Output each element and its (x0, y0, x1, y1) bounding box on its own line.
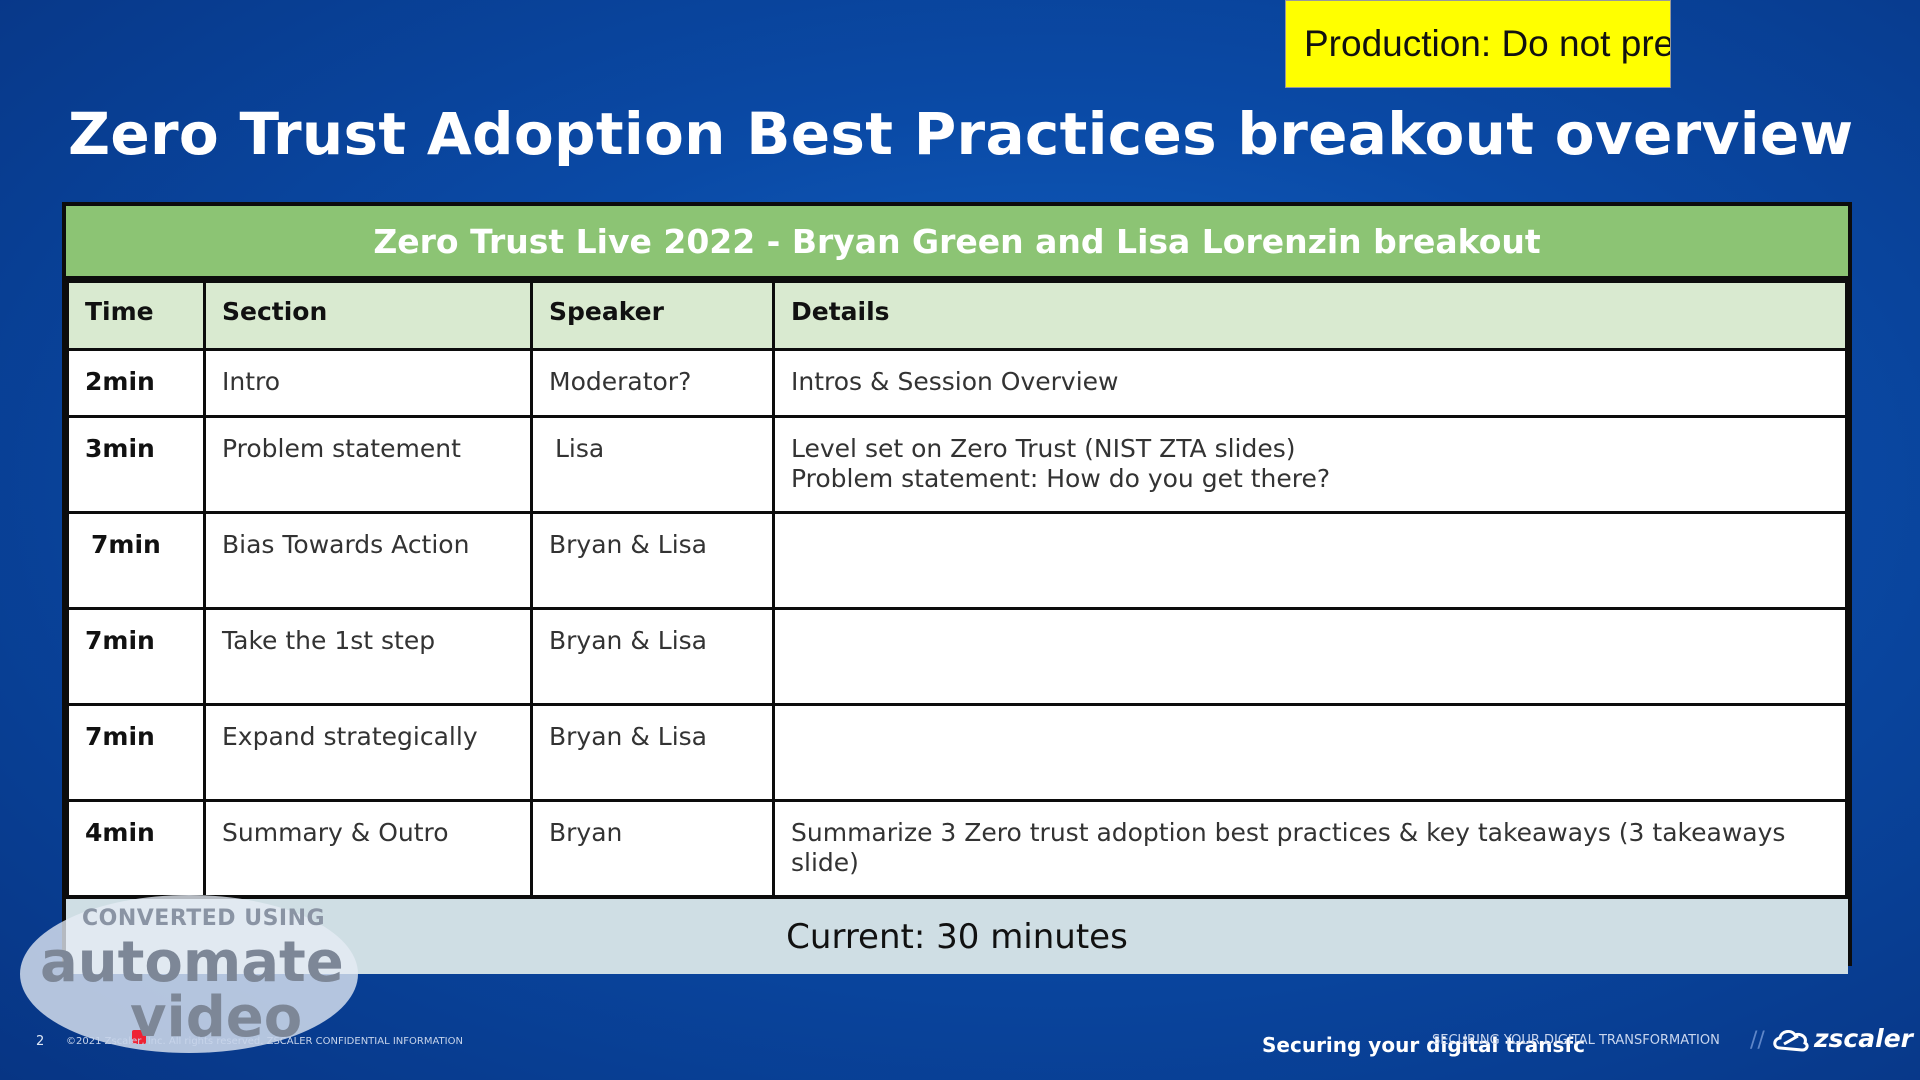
header-row: Time Section Speaker Details (66, 280, 1848, 351)
table-row: 7min Take the 1st step Bryan & Lisa (66, 607, 1848, 706)
watermark-dot (132, 1030, 146, 1044)
table-row: 7min Expand strategically Bryan & Lisa (66, 703, 1848, 802)
time-text: 7min (91, 530, 161, 559)
production-banner: Production: Do not pre (1285, 0, 1671, 88)
details-line: Problem statement: How do you get there? (791, 464, 1331, 493)
cell-time: 4min (66, 799, 206, 898)
cell-speaker: Bryan & Lisa (530, 703, 775, 802)
header-details: Details (772, 280, 1848, 351)
cell-section: Problem statement (203, 415, 533, 514)
cell-speaker: Moderator? (530, 348, 775, 418)
cell-time: 3min (66, 415, 206, 514)
cell-details: Intros & Session Overview (772, 348, 1848, 418)
details-line: Intros & Session Overview (791, 367, 1119, 396)
cell-time: 7min (66, 607, 206, 706)
details-line: Summarize 3 Zero trust adoption best pra… (791, 818, 1786, 877)
cell-section: Intro (203, 348, 533, 418)
cell-section: Summary & Outro (203, 799, 533, 898)
logo-separator: // (1750, 1028, 1765, 1053)
tagline: Securing your digital transfc (1262, 1033, 1585, 1057)
copyright-notice: ©2021 Zscaler, Inc. All rights reserved.… (66, 1036, 463, 1047)
cell-section: Expand strategically (203, 703, 533, 802)
watermark-badge (20, 895, 358, 1053)
cell-details (772, 511, 1848, 610)
agenda-table: Zero Trust Live 2022 - Bryan Green and L… (62, 202, 1852, 974)
watermark-caption: CONVERTED USING (82, 906, 326, 931)
cell-speaker: Bryan & Lisa (530, 607, 775, 706)
cell-details: Level set on Zero Trust (NIST ZTA slides… (772, 415, 1848, 514)
cloud-logo-icon (1773, 1029, 1809, 1052)
cell-speaker: Bryan (530, 799, 775, 898)
cell-speaker: Bryan & Lisa (530, 511, 775, 610)
zscaler-logo: zscaler (1772, 1024, 1913, 1053)
cell-details (772, 703, 1848, 802)
cell-details: Summarize 3 Zero trust adoption best pra… (772, 799, 1848, 898)
table-row: 4min Summary & Outro Bryan Summarize 3 Z… (66, 799, 1848, 898)
cell-speaker: Lisa (530, 415, 775, 514)
watermark-word-automate: automate (40, 930, 344, 995)
header-speaker: Speaker (530, 280, 775, 351)
production-banner-text: Production: Do not pre (1304, 23, 1671, 64)
details-line: Level set on Zero Trust (NIST ZTA slides… (791, 434, 1296, 463)
logo-wordmark: zscaler (1814, 1024, 1913, 1053)
watermark-word-video: video (130, 985, 303, 1050)
total-duration: Current: 30 minutes (66, 898, 1848, 974)
cell-time: 7min (66, 703, 206, 802)
cell-section: Bias Towards Action (203, 511, 533, 610)
cell-time: 2min (66, 348, 206, 418)
table-row: 7min Bias Towards Action Bryan & Lisa (66, 511, 1848, 610)
table-caption: Zero Trust Live 2022 - Bryan Green and L… (66, 206, 1848, 280)
cell-details (772, 607, 1848, 706)
table-row: 2min Intro Moderator? Intros & Session O… (66, 348, 1848, 418)
page-number: 2 (36, 1034, 45, 1049)
header-time: Time (66, 280, 206, 351)
cell-section: Take the 1st step (203, 607, 533, 706)
cell-time: 7min (66, 511, 206, 610)
slide-title: Zero Trust Adoption Best Practices break… (68, 100, 1854, 168)
header-section: Section (203, 280, 533, 351)
table-row: 3min Problem statement Lisa Level set on… (66, 415, 1848, 514)
agenda-grid: Time Section Speaker Details 2min Intro … (66, 280, 1848, 898)
tagline-small: SECURING YOUR DIGITAL TRANSFORMATION (1432, 1033, 1720, 1048)
speaker-text: Lisa (555, 434, 605, 463)
